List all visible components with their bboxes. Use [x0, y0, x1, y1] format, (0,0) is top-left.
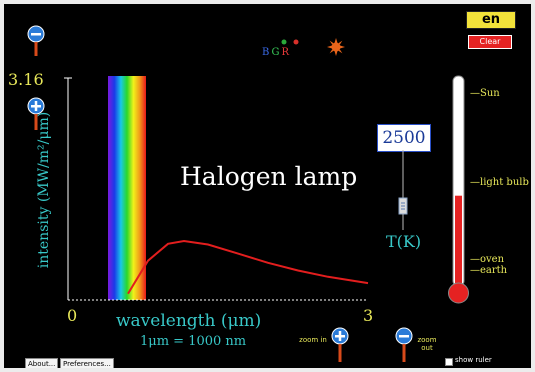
- g-label: G: [271, 47, 282, 58]
- horizontal-zoom-out-button[interactable]: [394, 326, 414, 366]
- vertical-zoom-out-button[interactable]: [26, 24, 46, 58]
- visible-spectrum-band: [108, 76, 146, 300]
- preferences-button[interactable]: Preferences...: [60, 358, 114, 368]
- thermometer-label-oven: —oven: [470, 254, 505, 265]
- vertical-zoom-in-button[interactable]: [26, 96, 46, 132]
- source-annotation: Halogen lamp: [180, 162, 358, 191]
- zoom-in-label: zoom in: [299, 336, 327, 344]
- x-axis-label: wavelength (μm): [116, 311, 262, 331]
- zoom-out-label: zoom out: [417, 336, 437, 352]
- star-icon[interactable]: [327, 38, 345, 56]
- x-axis-max-label: 3: [363, 306, 374, 325]
- bgr-labels: BGR: [262, 47, 291, 58]
- thermometer-label-sun: —Sun: [470, 88, 500, 99]
- show-ruler-checkbox[interactable]: [445, 358, 453, 366]
- about-button[interactable]: About...: [25, 358, 59, 368]
- thermometer-label-earth: —earth: [470, 265, 508, 276]
- horizontal-zoom-in-button[interactable]: [330, 326, 350, 366]
- language-selector[interactable]: en: [466, 11, 516, 29]
- y-axis-max-label: 3.16: [8, 70, 44, 89]
- thermometer-label-light-bulb: —light bulb: [470, 177, 529, 188]
- temperature-input[interactable]: 2500: [377, 124, 431, 152]
- thermometer: [448, 75, 469, 304]
- x-axis-min-label: 0: [67, 306, 78, 325]
- spectrum-plot: [64, 76, 369, 301]
- bgr-detector-dots: [281, 39, 299, 45]
- r-label: R: [281, 47, 292, 58]
- unit-conversion-note: 1μm = 1000 nm: [140, 334, 247, 349]
- temperature-slider[interactable]: [396, 150, 410, 230]
- intensity-curve: [127, 239, 369, 295]
- clear-button[interactable]: Clear: [468, 35, 512, 49]
- show-ruler-label: show ruler: [455, 356, 492, 364]
- temperature-unit-label: T(K): [386, 232, 422, 251]
- b-label: B: [262, 47, 272, 58]
- simulation-canvas: 3.16 intensity (MW/m²/μm) BGR en Clear: [4, 4, 531, 368]
